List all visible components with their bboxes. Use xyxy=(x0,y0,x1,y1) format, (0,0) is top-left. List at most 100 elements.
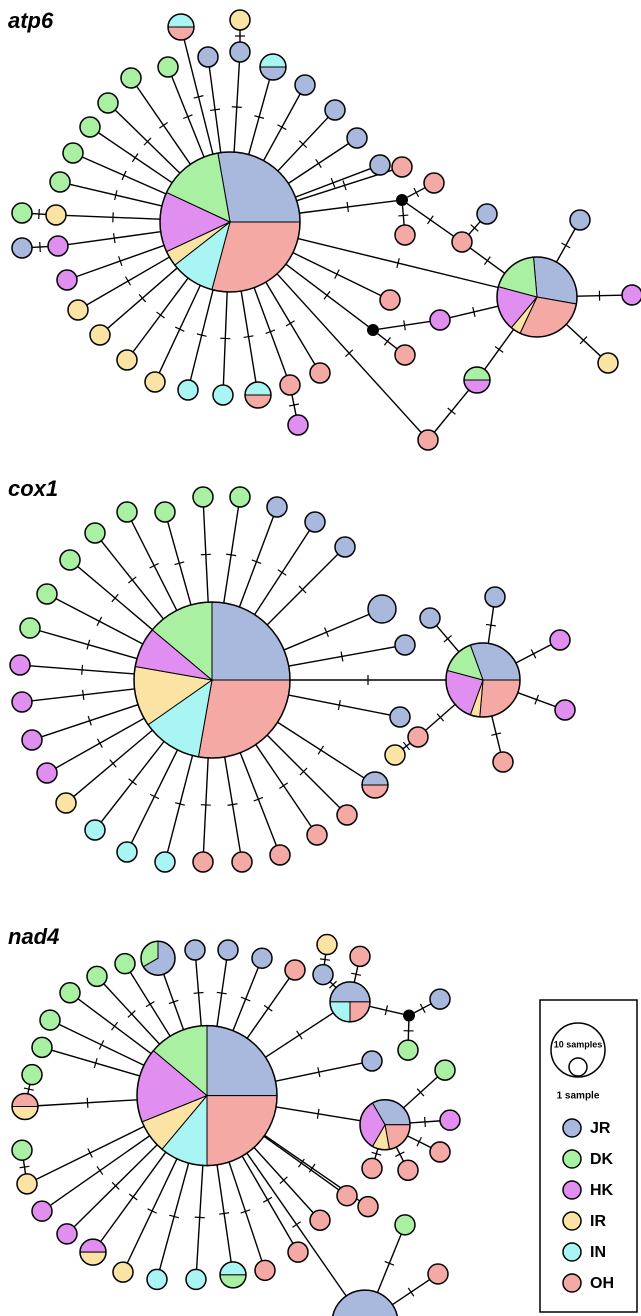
haplotype xyxy=(217,939,239,961)
mutation-tick xyxy=(182,114,193,120)
mutation-tick xyxy=(324,627,330,638)
haplotype xyxy=(597,352,619,374)
pie-slice xyxy=(217,151,301,223)
haplotype xyxy=(423,172,445,194)
pie-slice xyxy=(479,679,521,718)
pie-slice xyxy=(219,1274,247,1289)
legend: 10 samples 1 sample JR DK HK IR IN OH xyxy=(539,999,638,1313)
mutation-tick xyxy=(483,256,491,266)
haplotype xyxy=(79,1238,107,1266)
mutation-tick xyxy=(413,187,420,198)
haplotype xyxy=(31,1200,53,1222)
haplotype xyxy=(357,1195,379,1218)
pie-slice xyxy=(332,1289,398,1316)
haplotype xyxy=(476,203,498,225)
mutation-tick xyxy=(174,326,185,332)
haplotype xyxy=(463,366,491,394)
legend-label: IR xyxy=(590,1213,606,1230)
haplotype xyxy=(259,53,287,81)
haplotype xyxy=(219,1261,247,1289)
mutation-tick xyxy=(288,403,300,407)
mutation-tick xyxy=(277,124,287,131)
mutation-tick xyxy=(193,95,204,99)
mutation-tick xyxy=(125,276,132,286)
haplotype xyxy=(21,729,43,751)
haplotype xyxy=(451,231,473,253)
pie-slice xyxy=(361,784,389,799)
haplotype xyxy=(445,642,521,718)
haplotype xyxy=(397,1159,419,1181)
haplotype xyxy=(144,371,166,393)
mutation-tick xyxy=(329,980,337,989)
pie-slice xyxy=(79,1238,107,1253)
haplotype xyxy=(120,67,142,89)
size-large xyxy=(550,1022,606,1078)
mutation-tick xyxy=(147,1208,157,1214)
haplotype xyxy=(79,116,101,138)
pie-slice xyxy=(79,1251,107,1266)
mutation-tick xyxy=(285,320,295,327)
mutation-tick xyxy=(383,336,391,346)
haplotype xyxy=(11,1139,33,1161)
haplotype xyxy=(39,1009,61,1031)
pie-slice xyxy=(244,394,272,409)
haplotype xyxy=(492,751,514,773)
haplotype xyxy=(312,963,334,986)
haplotype xyxy=(11,237,33,259)
haplotype xyxy=(84,522,106,544)
haplotype xyxy=(324,99,346,121)
mutation-tick xyxy=(98,1040,105,1050)
mutation-tick xyxy=(168,999,179,1005)
haplotype xyxy=(9,654,31,676)
nodes xyxy=(9,9,641,1316)
mutation-tick xyxy=(175,802,185,806)
mutation-tick xyxy=(292,1221,302,1228)
haplotype xyxy=(254,1259,276,1282)
haplotype xyxy=(136,1024,278,1167)
haplotype xyxy=(36,583,58,605)
haplotype xyxy=(394,224,416,246)
haplotype-outline xyxy=(79,1238,107,1266)
mutation-tick xyxy=(143,137,152,146)
mutation-tick xyxy=(472,306,476,317)
mutation-tick xyxy=(561,242,571,249)
haplotype xyxy=(361,1050,383,1072)
haplotype-outline xyxy=(159,151,301,293)
mutation-tick xyxy=(111,593,119,603)
mutation-tick xyxy=(193,991,204,994)
mutation-tick xyxy=(174,561,185,566)
haplotype xyxy=(391,156,413,178)
mutation-tick xyxy=(279,1176,288,1184)
mutation-tick xyxy=(384,1005,389,1016)
mutation-tick xyxy=(149,562,159,569)
haplotype xyxy=(407,726,429,748)
mutation-tick xyxy=(384,1260,395,1266)
haplotype xyxy=(154,501,176,523)
mutation-tick xyxy=(86,1097,89,1108)
mutation-tick xyxy=(253,796,264,802)
haplotype xyxy=(59,982,81,1004)
haplotype-outline xyxy=(463,366,491,394)
haplotype xyxy=(417,429,439,451)
haplotype xyxy=(86,965,108,988)
pie-slice xyxy=(206,1025,278,1097)
legend-label: JR xyxy=(590,1120,611,1137)
mutation-tick xyxy=(145,1000,155,1008)
haplotype-outline xyxy=(11,1092,39,1121)
haplotype-outline xyxy=(329,981,371,1023)
panel-title: atp6 xyxy=(8,8,54,33)
haplotype xyxy=(269,844,291,866)
mutation-tick xyxy=(82,689,85,700)
mutation-tick xyxy=(407,1287,415,1297)
haplotype xyxy=(266,496,288,518)
mutation-tick xyxy=(128,576,137,584)
mutation-tick xyxy=(111,1021,118,1031)
haplotype xyxy=(361,1157,383,1180)
mutation-tick xyxy=(316,1108,320,1119)
haplotype xyxy=(231,851,253,873)
median-vector xyxy=(403,1009,415,1022)
haplotype xyxy=(67,299,89,321)
legend-swatch xyxy=(562,1242,582,1262)
mutation-tick xyxy=(279,782,289,789)
